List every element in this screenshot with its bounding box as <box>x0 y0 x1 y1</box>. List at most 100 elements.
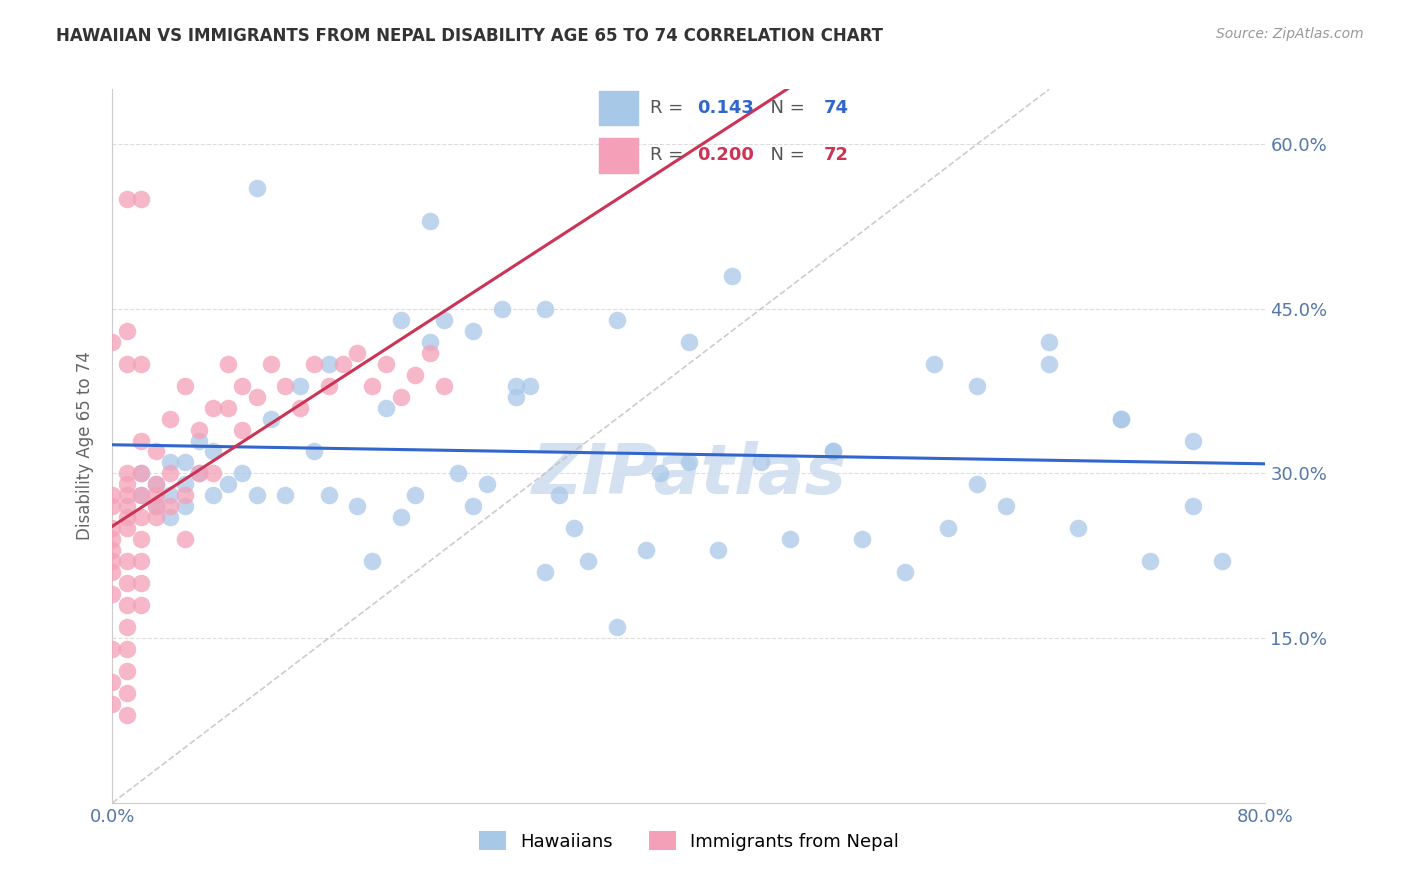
Point <box>433 378 456 392</box>
Point <box>447 467 470 481</box>
Point <box>217 401 239 415</box>
Point <box>851 533 873 547</box>
Point <box>534 566 557 580</box>
Legend: Hawaiians, Immigrants from Nepal: Hawaiians, Immigrants from Nepal <box>471 824 907 858</box>
Point <box>360 378 382 392</box>
Point <box>129 434 153 448</box>
Point <box>1182 500 1205 514</box>
Point <box>159 455 181 469</box>
Point <box>749 455 772 469</box>
Point <box>1111 411 1133 425</box>
Point <box>101 566 124 580</box>
Text: R =: R = <box>650 99 689 117</box>
Point <box>129 576 153 591</box>
Point <box>246 390 269 404</box>
Point <box>115 598 138 612</box>
Point <box>721 268 744 283</box>
Point <box>101 642 124 657</box>
Point <box>505 390 527 404</box>
Point <box>779 533 801 547</box>
Point <box>433 312 456 326</box>
Point <box>202 467 225 481</box>
Point <box>260 357 283 371</box>
Point <box>129 488 153 502</box>
Point <box>1182 434 1205 448</box>
Text: ZIPatlas: ZIPatlas <box>531 441 846 508</box>
Point <box>634 543 657 558</box>
Point <box>101 500 124 514</box>
Point <box>145 510 167 524</box>
Point <box>115 620 138 634</box>
Point <box>129 357 153 371</box>
Point <box>217 477 239 491</box>
Text: 72: 72 <box>824 146 849 164</box>
Point <box>101 533 124 547</box>
Text: N =: N = <box>759 99 811 117</box>
Point <box>173 488 195 502</box>
Point <box>115 664 138 678</box>
Point <box>129 467 153 481</box>
Point <box>548 488 571 502</box>
Point <box>419 214 441 228</box>
Point <box>145 500 167 514</box>
Point <box>115 642 138 657</box>
Point <box>115 324 138 338</box>
Text: Source: ZipAtlas.com: Source: ZipAtlas.com <box>1216 27 1364 41</box>
Point <box>288 401 311 415</box>
Point <box>159 500 181 514</box>
Point <box>389 510 412 524</box>
Point <box>115 488 138 502</box>
Text: N =: N = <box>759 146 811 164</box>
Point <box>101 488 124 502</box>
Point <box>389 390 412 404</box>
Point <box>534 301 557 316</box>
Point <box>231 378 253 392</box>
Point <box>173 455 195 469</box>
Point <box>274 378 297 392</box>
Point <box>231 467 253 481</box>
Point <box>188 434 211 448</box>
Text: R =: R = <box>650 146 689 164</box>
Point <box>115 521 138 535</box>
Point <box>188 423 211 437</box>
Point <box>519 378 541 392</box>
Point <box>821 444 844 458</box>
Point <box>202 488 225 502</box>
Point <box>202 444 225 458</box>
Point <box>159 411 181 425</box>
Point <box>101 554 124 568</box>
Point <box>129 598 153 612</box>
Point <box>101 334 124 349</box>
Point <box>159 488 181 502</box>
Text: 74: 74 <box>824 99 849 117</box>
Point <box>246 181 269 195</box>
Point <box>188 467 211 481</box>
Point <box>288 378 311 392</box>
Point <box>129 467 153 481</box>
Point <box>491 301 513 316</box>
Point <box>304 357 326 371</box>
Point <box>562 521 585 535</box>
Point <box>173 378 195 392</box>
Text: 0.143: 0.143 <box>697 99 754 117</box>
Point <box>115 467 138 481</box>
Point <box>129 510 153 524</box>
Point <box>145 444 167 458</box>
Point <box>505 378 527 392</box>
Bar <box>599 91 638 126</box>
Point <box>375 357 398 371</box>
Point <box>346 500 368 514</box>
Point <box>1211 554 1233 568</box>
Point <box>707 543 730 558</box>
Point <box>404 488 426 502</box>
Point <box>346 345 368 359</box>
Point <box>821 444 844 458</box>
Point <box>360 554 382 568</box>
Point <box>145 500 167 514</box>
Point <box>404 368 426 382</box>
Point <box>129 488 153 502</box>
Point <box>304 444 326 458</box>
Point <box>260 411 283 425</box>
Point <box>101 521 124 535</box>
Point <box>246 488 269 502</box>
